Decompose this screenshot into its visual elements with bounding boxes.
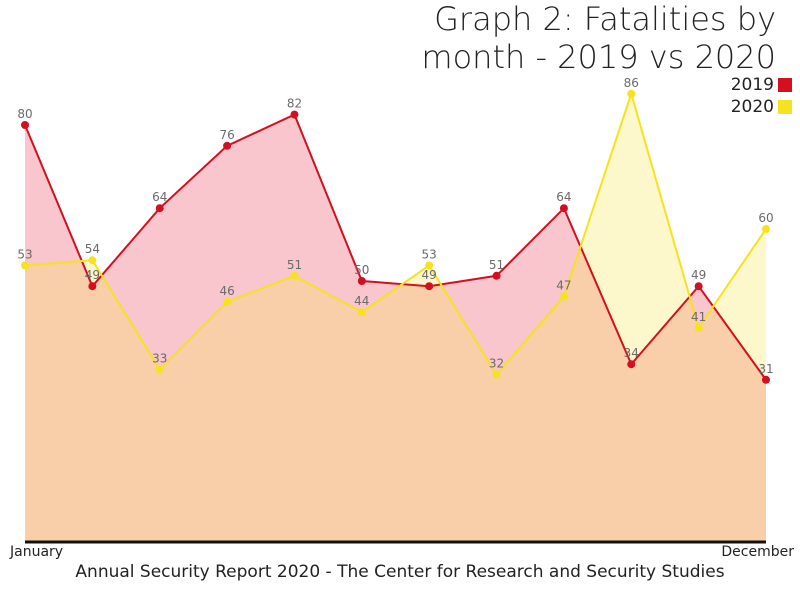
data-label-2020-4: 46 bbox=[219, 284, 234, 298]
points-layer bbox=[21, 89, 770, 384]
point-2020-2 bbox=[88, 256, 97, 265]
data-label-2020-3: 33 bbox=[152, 351, 167, 365]
line-2020 bbox=[24, 90, 767, 377]
data-label-2020-12: 60 bbox=[758, 211, 773, 225]
chart-title: Graph 2: Fatalities by month - 2019 vs 2… bbox=[421, 0, 776, 76]
data-label-2020-9: 47 bbox=[556, 279, 571, 293]
data-label-2019-10: 34 bbox=[624, 346, 639, 360]
point-2019-5 bbox=[290, 110, 299, 119]
point-2020-8 bbox=[492, 370, 501, 379]
point-2020-4 bbox=[223, 297, 232, 306]
data-label-2019-12: 31 bbox=[758, 362, 773, 376]
lines-layer bbox=[24, 90, 767, 381]
data-label-2019-8: 51 bbox=[489, 258, 504, 272]
data-label-2020-10: 86 bbox=[624, 76, 639, 90]
data-label-2019-1: 80 bbox=[17, 107, 32, 121]
point-2020-12 bbox=[762, 225, 770, 233]
point-2019-12 bbox=[762, 375, 770, 384]
chart-title-line-1: Graph 2: Fatalities by bbox=[434, 0, 776, 38]
data-label-2020-11: 41 bbox=[691, 310, 706, 324]
area-overlap bbox=[25, 114, 766, 541]
point-2019-8 bbox=[492, 271, 501, 280]
point-2019-9 bbox=[559, 204, 568, 213]
data-label-2019-6: 50 bbox=[354, 263, 369, 277]
point-2019-11 bbox=[694, 282, 703, 291]
point-2019-4 bbox=[223, 141, 232, 150]
x-axis-start-label: January bbox=[10, 544, 64, 560]
point-2019-1 bbox=[21, 121, 29, 129]
data-label-2020-7: 53 bbox=[422, 247, 437, 261]
legend-label-2019: 2019 bbox=[730, 75, 774, 95]
data-label-2019-7: 49 bbox=[422, 268, 437, 282]
point-2019-6 bbox=[357, 277, 366, 285]
point-2020-6 bbox=[357, 308, 366, 317]
data-label-2019-2: 49 bbox=[85, 268, 100, 282]
footer-caption: Annual Security Report 2020 - The Center… bbox=[75, 562, 725, 582]
point-2020-7 bbox=[425, 261, 434, 270]
point-2019-7 bbox=[425, 282, 434, 291]
point-2019-3 bbox=[155, 204, 164, 213]
legend-label-2020: 2020 bbox=[730, 97, 774, 117]
legend-item-2019: 2019 bbox=[731, 74, 792, 96]
data-label-2019-3: 64 bbox=[152, 190, 167, 204]
point-2020-1 bbox=[21, 261, 29, 270]
point-2020-11 bbox=[694, 323, 703, 332]
chart-title-line-2: month - 2019 vs 2020 bbox=[421, 38, 776, 76]
data-label-2020-5: 51 bbox=[287, 258, 302, 272]
point-2020-10 bbox=[627, 89, 636, 98]
legend-swatch-2019 bbox=[778, 78, 792, 92]
data-label-2019-5: 82 bbox=[287, 97, 302, 111]
point-2020-3 bbox=[155, 365, 164, 374]
point-2020-5 bbox=[290, 271, 299, 280]
data-label-2019-4: 76 bbox=[219, 128, 234, 142]
line-2019 bbox=[24, 113, 767, 381]
point-2020-9 bbox=[559, 292, 568, 301]
point-2019-2 bbox=[88, 282, 97, 291]
data-label-2019-9: 64 bbox=[556, 190, 571, 204]
data-label-2020-6: 44 bbox=[354, 294, 369, 308]
legend-swatch-2020 bbox=[778, 100, 792, 114]
data-label-2020-1: 53 bbox=[17, 247, 32, 261]
x-axis-end-label: December bbox=[721, 544, 794, 560]
areas-layer bbox=[25, 93, 766, 542]
data-label-2020-8: 32 bbox=[489, 357, 504, 371]
legend: 2019 2020 bbox=[731, 74, 792, 118]
point-2019-10 bbox=[627, 360, 636, 369]
legend-item-2020: 2020 bbox=[731, 96, 792, 118]
labels-layer: 80 49 64 76 82 50 49 51 64 34 49 31 53 54 33 46 51 44 53 32… bbox=[17, 76, 773, 376]
data-label-2020-2: 54 bbox=[85, 242, 100, 256]
data-label-2019-11: 49 bbox=[691, 268, 706, 282]
